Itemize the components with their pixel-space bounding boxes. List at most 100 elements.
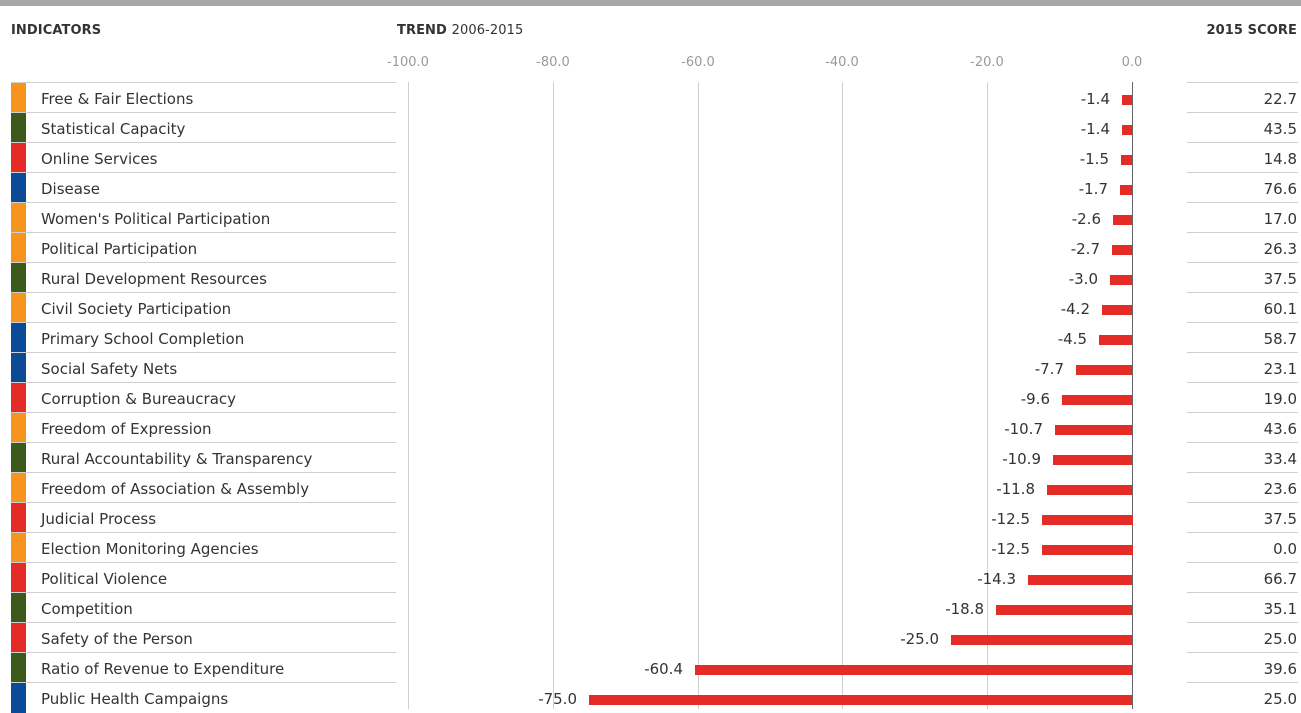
- row-divider: [11, 562, 396, 563]
- trend-bar: [1047, 485, 1132, 495]
- category-swatch: [11, 83, 26, 113]
- trend-value-label: -18.8: [945, 600, 984, 618]
- score-value: 43.5: [1263, 120, 1297, 138]
- indicator-label: Ratio of Revenue to Expenditure: [41, 660, 285, 678]
- indicator-label: Election Monitoring Agencies: [41, 540, 259, 558]
- trend-bar: [1028, 575, 1132, 585]
- trend-bar: [1053, 455, 1132, 465]
- score-value: 39.6: [1263, 660, 1297, 678]
- score-row-divider: [1187, 322, 1298, 323]
- trend-bar: [589, 695, 1132, 705]
- category-swatch: [11, 173, 26, 203]
- score-row-divider: [1187, 172, 1298, 173]
- score-value: 25.0: [1263, 630, 1297, 648]
- indicator-label: Judicial Process: [41, 510, 157, 528]
- indicator-label: Political Participation: [41, 240, 198, 258]
- trend-bar: [1102, 305, 1132, 315]
- trend-bar: [1042, 515, 1133, 525]
- trend-bar: [951, 635, 1132, 645]
- trend-bar: [1110, 275, 1132, 285]
- category-swatch: [11, 623, 26, 653]
- row-divider: [11, 112, 396, 113]
- indicator-label: Online Services: [41, 150, 158, 168]
- trend-value-label: -1.4: [1080, 90, 1110, 108]
- trend-bar: [1120, 185, 1132, 195]
- score-value: 33.4: [1263, 450, 1297, 468]
- category-swatch: [11, 383, 26, 413]
- row-divider: [11, 502, 396, 503]
- indicator-label: Public Health Campaigns: [41, 690, 229, 708]
- gridline: [698, 82, 699, 709]
- score-row-divider: [1187, 382, 1298, 383]
- trend-value-label: -4.2: [1060, 300, 1090, 318]
- indicator-label: Primary School Completion: [41, 330, 245, 348]
- score-value: 37.5: [1263, 510, 1297, 528]
- x-tick-label: -60.0: [681, 55, 715, 70]
- indicator-label: Free & Fair Elections: [41, 90, 194, 108]
- score-value: 76.6: [1263, 180, 1297, 198]
- trend-value-label: -12.5: [991, 510, 1030, 528]
- indicator-label: Statistical Capacity: [41, 120, 186, 138]
- score-value: 0.0: [1273, 540, 1297, 558]
- category-swatch: [11, 263, 26, 293]
- score-row-divider: [1187, 592, 1298, 593]
- row-divider: [11, 442, 396, 443]
- row-divider: [11, 82, 396, 83]
- row-divider: [11, 472, 396, 473]
- trend-bar: [1076, 365, 1132, 375]
- trend-value-label: -3.0: [1068, 270, 1098, 288]
- trend-bar: [1055, 425, 1132, 435]
- score-row-divider: [1187, 262, 1298, 263]
- trend-value-label: -1.5: [1079, 150, 1109, 168]
- gridline: [842, 82, 843, 709]
- score-value: 60.1: [1263, 300, 1297, 318]
- trend-value-label: -11.8: [996, 480, 1035, 498]
- score-row-divider: [1187, 202, 1298, 203]
- row-divider: [11, 202, 396, 203]
- indicator-label: Political Violence: [41, 570, 168, 588]
- score-row-divider: [1187, 142, 1298, 143]
- score-value: 23.1: [1263, 360, 1297, 378]
- trend-value-label: -7.7: [1034, 360, 1064, 378]
- score-row-divider: [1187, 292, 1298, 293]
- row-divider: [11, 622, 396, 623]
- indicator-label: Freedom of Expression: [41, 420, 212, 438]
- trend-value-label: -10.9: [1002, 450, 1041, 468]
- score-value: 17.0: [1263, 210, 1297, 228]
- score-value: 25.0: [1263, 690, 1297, 708]
- trend-bar: [1122, 125, 1132, 135]
- row-divider: [11, 322, 396, 323]
- trend-value-label: -10.7: [1004, 420, 1043, 438]
- score-row-divider: [1187, 442, 1298, 443]
- trend-bar: [996, 605, 1132, 615]
- score-value: 22.7: [1263, 90, 1297, 108]
- category-swatch: [11, 473, 26, 503]
- row-divider: [11, 352, 396, 353]
- trend-header-label: TREND: [397, 23, 447, 38]
- trend-value-label: -14.3: [977, 570, 1016, 588]
- score-row-divider: [1187, 232, 1298, 233]
- zero-axis-line: [1132, 82, 1133, 709]
- trend-value-label: -75.0: [538, 690, 577, 708]
- indicator-label: Corruption & Bureaucracy: [41, 390, 237, 408]
- score-row-divider: [1187, 412, 1298, 413]
- trend-bar: [1113, 215, 1132, 225]
- score-value: 26.3: [1263, 240, 1297, 258]
- trend-value-label: -60.4: [644, 660, 683, 678]
- trend-bar: [1099, 335, 1132, 345]
- x-tick-label: -20.0: [970, 55, 1004, 70]
- score-value: 37.5: [1263, 270, 1297, 288]
- row-divider: [11, 232, 396, 233]
- top-rule: [0, 0, 1301, 6]
- score-row-divider: [1187, 472, 1298, 473]
- trend-header-period: 2006-2015: [451, 23, 524, 38]
- row-divider: [11, 382, 396, 383]
- row-divider: [11, 652, 396, 653]
- indicator-label: Competition: [41, 600, 133, 618]
- score-value: 19.0: [1263, 390, 1297, 408]
- indicator-label: Social Safety Nets: [41, 360, 178, 378]
- gridline: [553, 82, 554, 709]
- category-swatch: [11, 503, 26, 533]
- score-row-divider: [1187, 82, 1298, 83]
- gridline: [987, 82, 988, 709]
